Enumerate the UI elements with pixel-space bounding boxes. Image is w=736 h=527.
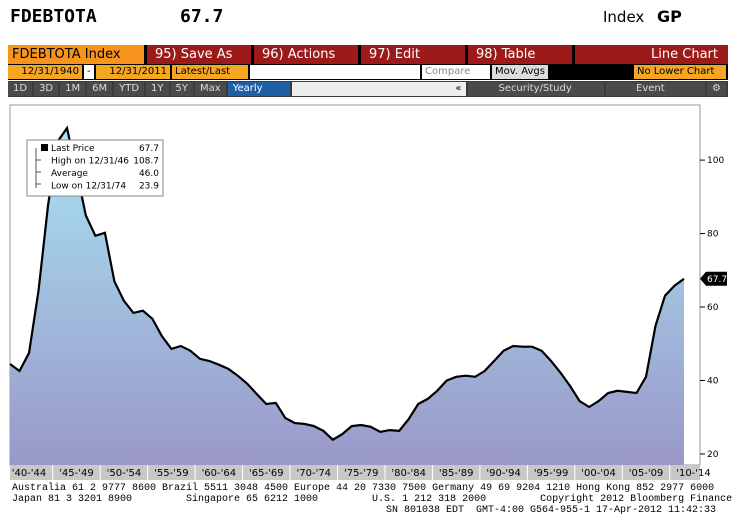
frequency-dropdown[interactable]: Yearly (227, 82, 290, 96)
chart: 20 40 60 80 100 '40-'44 '45-'49 '50-'54 '55-'59 '… (4, 104, 727, 480)
legend-value: 67.7 (139, 144, 159, 154)
x-tick-label: '10-'14 (676, 468, 711, 479)
chart-type[interactable]: Line Chart (575, 45, 728, 64)
legend-box (26, 139, 164, 197)
menu-item[interactable]: 96) Actions (254, 45, 358, 64)
footer-line: SN 801038 EDT GMT-4:00 G564-955-1 17-Apr… (385, 505, 716, 516)
x-tick-label: '55-'59 (154, 468, 189, 479)
source: GP (657, 7, 682, 26)
legend-value: 108.7 (133, 157, 159, 167)
mov-avgs[interactable]: Mov. Avgs (492, 65, 548, 79)
legend-label: Last Price (51, 144, 95, 154)
end-date[interactable]: 12/31/2011 (96, 65, 170, 79)
x-tick-label: '40-'44 (12, 468, 47, 479)
area (10, 128, 684, 465)
x-tick-label: '70-'74 (296, 468, 331, 479)
y-tick-label: 20 (707, 450, 719, 460)
y-tick-label: 80 (707, 230, 719, 240)
x-tick-label: '00-'04 (581, 468, 616, 479)
last-price: 67.7 (180, 6, 224, 27)
period-button[interactable]: YTD (114, 82, 145, 96)
period-bar: 1D 3D 1M 6M YTD 1Y 5Y Max Yearly « Security/Stu… (8, 81, 728, 97)
footer-line: Japan 81 3 3201 8900 Singapore 65 6212 1… (12, 494, 736, 505)
y-tick-label: 60 (707, 303, 719, 313)
compare-checkbox[interactable]: Compare (422, 65, 490, 79)
toolbar: FDEBTOTA Index 95) Save As 96) Actions 97)… (8, 45, 728, 64)
menu-item[interactable]: 98) Table (468, 45, 572, 64)
range-separator: - (84, 65, 94, 79)
menu-item[interactable]: 95) Save As (147, 45, 251, 64)
x-tick-label: '05-'09 (629, 468, 664, 479)
x-tick-label: '65-'69 (249, 468, 284, 479)
x-tick-label: '60-'64 (202, 468, 237, 479)
settings-gear[interactable]: ⚙ (707, 82, 727, 96)
legend-swatch (41, 144, 48, 151)
asset-class: Index (603, 8, 645, 26)
period-buttons: 1D 3D 1M 6M YTD 1Y 5Y Max (8, 82, 228, 96)
blank-input[interactable] (250, 65, 420, 79)
x-tick-label: '90-'94 (486, 468, 521, 479)
legend-label: Average (51, 169, 88, 179)
legend-label: High on 12/31/46 (51, 157, 129, 167)
footer-line: Australia 61 2 9777 8600 Brazil 5511 304… (12, 483, 715, 494)
security-field[interactable]: FDEBTOTA Index (8, 45, 144, 64)
period-button[interactable]: 1Y (146, 82, 169, 96)
legend-value: 46.0 (139, 169, 159, 179)
legend-value: 23.9 (139, 182, 159, 192)
period-button[interactable]: 1M (60, 82, 86, 96)
x-tick-label: '80-'84 (391, 468, 426, 479)
ticker: FDEBTOTA (10, 6, 97, 27)
event-button[interactable]: Event (606, 82, 706, 96)
x-tick-label: '95-'99 (534, 468, 569, 479)
x-tick-label: '75-'79 (344, 468, 379, 479)
x-tick-label: '45-'49 (59, 468, 94, 479)
line (9, 125, 685, 442)
mode-dropdown[interactable]: Latest/Last (172, 65, 248, 79)
legend-tree (35, 148, 41, 188)
lower-chart-dropdown[interactable]: No Lower Chart (634, 65, 726, 79)
last-value-tag (700, 271, 727, 286)
period-button[interactable]: 3D (34, 82, 59, 96)
period-button[interactable]: 5Y (170, 82, 194, 96)
y-tick-label: 40 (707, 377, 719, 387)
y-tick-label: 100 (707, 156, 724, 166)
period-button[interactable]: 6M (87, 82, 113, 96)
period-button[interactable]: Max (195, 82, 226, 96)
study-button[interactable]: Security/Study (468, 82, 605, 96)
spacer (550, 65, 632, 79)
start-date[interactable]: 12/31/1940 (8, 65, 82, 79)
x-tick-label: '50-'54 (107, 468, 142, 479)
x-tick-label: '85-'89 (439, 468, 474, 479)
range-bar: 12/31/1940 - 12/31/2011 Latest/Last Comp… (8, 64, 728, 80)
period-button[interactable]: 1D (8, 82, 33, 96)
legend-label: Low on 12/31/74 (51, 182, 126, 192)
menu-item[interactable]: 97) Edit (361, 45, 465, 64)
last-value-label: 67.7 (707, 275, 727, 285)
legend: Last Price 67.7 High on 12/31/46 108.7 Avera… (26, 139, 164, 197)
collapse-button[interactable]: « (291, 82, 467, 96)
